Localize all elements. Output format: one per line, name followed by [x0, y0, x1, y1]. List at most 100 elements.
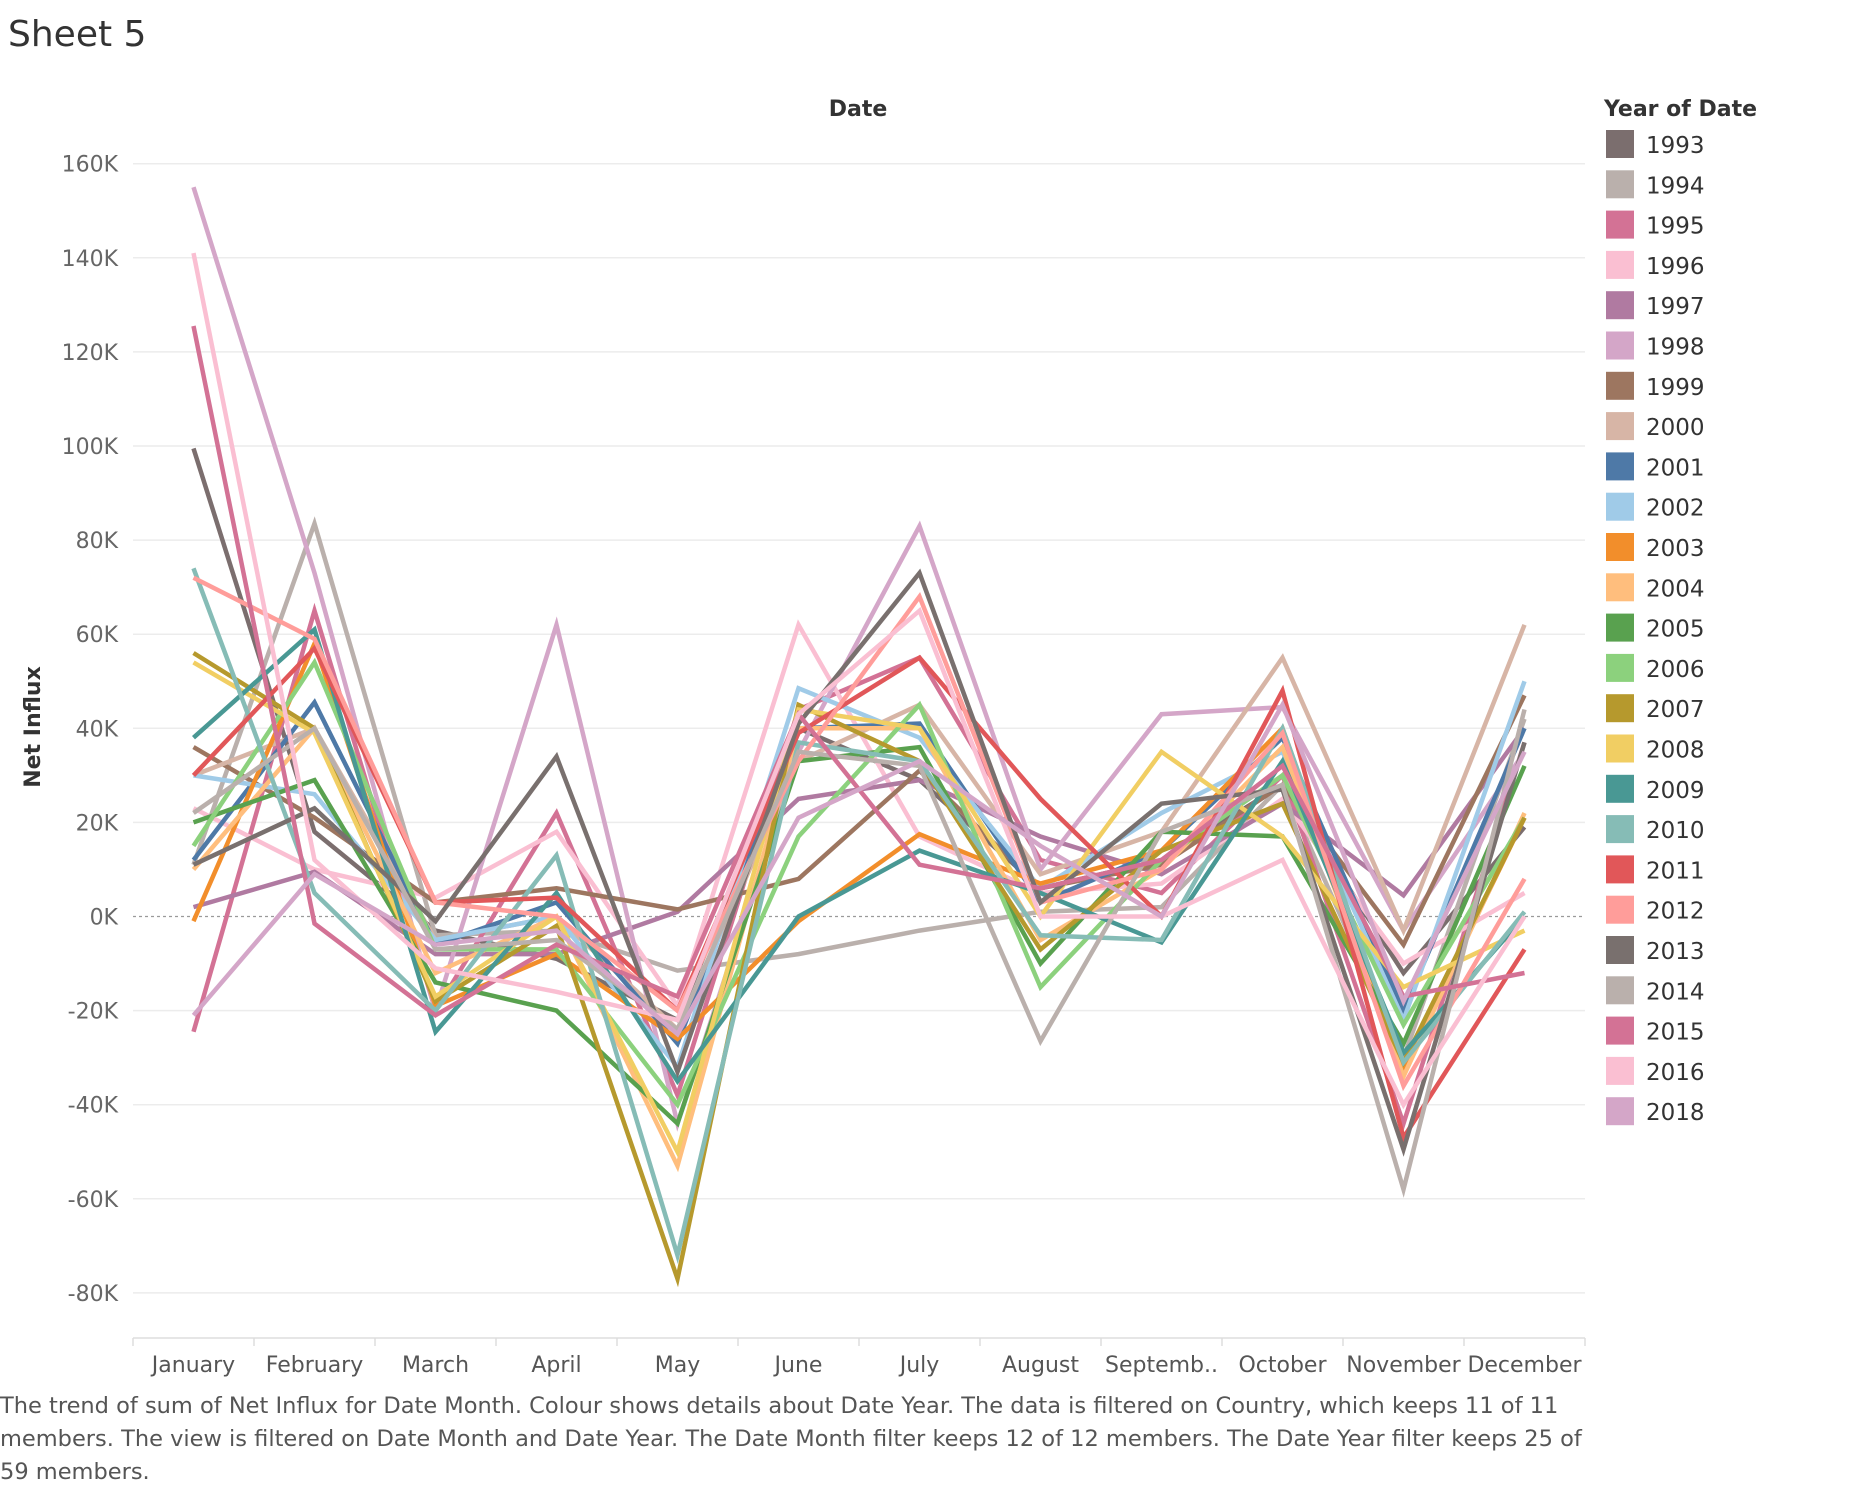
- legend-label: 2006: [1646, 657, 1705, 683]
- x-tick-label: December: [1467, 1353, 1582, 1378]
- legend-item-1997[interactable]: 1997: [1606, 291, 1705, 320]
- legend-swatch: [1606, 653, 1634, 682]
- series-line-2016[interactable]: [191, 252, 1527, 1110]
- legend-item-2013[interactable]: 2013: [1606, 936, 1705, 965]
- y-tick-label: 120K: [62, 341, 119, 366]
- legend-swatch: [1606, 1097, 1634, 1126]
- legend-item-2008[interactable]: 2008: [1606, 734, 1705, 764]
- legend-item-2003[interactable]: 2003: [1606, 533, 1705, 562]
- legend-swatch: [1606, 492, 1634, 521]
- legend-item-2000[interactable]: 2000: [1606, 412, 1705, 441]
- legend-item-2016[interactable]: 2016: [1606, 1056, 1705, 1086]
- legend-label: 2008: [1646, 738, 1705, 764]
- x-tick-label: February: [266, 1353, 364, 1378]
- x-tick-label: June: [773, 1353, 823, 1378]
- legend-label: 2012: [1646, 899, 1705, 925]
- legend-item-2007[interactable]: 2007: [1606, 694, 1705, 723]
- legend-swatch: [1606, 250, 1634, 279]
- legend-swatch: [1606, 291, 1634, 320]
- series-line-1998[interactable]: [191, 186, 1527, 1132]
- x-tick-label: August: [1002, 1353, 1079, 1378]
- legend-item-2005[interactable]: 2005: [1606, 613, 1705, 643]
- legend-label: 2014: [1646, 979, 1705, 1005]
- legend-item-2004[interactable]: 2004: [1606, 573, 1705, 602]
- x-tick-label: March: [402, 1353, 469, 1378]
- series-line-2014[interactable]: [192, 708, 1527, 1198]
- legend-title: Year of Date: [1603, 97, 1757, 122]
- legend-swatch: [1606, 734, 1634, 763]
- legend-swatch: [1606, 331, 1634, 360]
- legend-item-2014[interactable]: 2014: [1606, 976, 1705, 1005]
- series-line-2018[interactable]: [191, 699, 1527, 1038]
- legend-swatch: [1606, 855, 1634, 884]
- legend-item-1994[interactable]: 1994: [1606, 170, 1705, 199]
- legend-swatch: [1606, 1016, 1634, 1045]
- legend-item-2001[interactable]: 2001: [1606, 452, 1705, 481]
- x-tick-label: April: [531, 1353, 581, 1378]
- legend-item-1993[interactable]: 1993: [1606, 130, 1705, 159]
- legend-label: 1993: [1646, 133, 1705, 159]
- legend-label: 2007: [1646, 697, 1705, 723]
- legend-label: 2003: [1646, 536, 1705, 562]
- legend-item-1999[interactable]: 1999: [1606, 371, 1705, 401]
- legend-label: 1998: [1646, 335, 1705, 361]
- y-axis-title: Net Influx: [21, 666, 46, 788]
- y-tick-label: 40K: [76, 717, 119, 742]
- legend-swatch: [1606, 774, 1634, 803]
- y-tick-label: -80K: [68, 1282, 119, 1307]
- legend-label: 2009: [1646, 778, 1705, 804]
- legend-swatch: [1606, 694, 1634, 723]
- y-tick-label: 100K: [62, 435, 119, 460]
- legend-label: 2016: [1646, 1060, 1705, 1086]
- legend-label: 2018: [1646, 1100, 1705, 1126]
- legend-swatch: [1606, 815, 1634, 844]
- chart-caption: The trend of sum of Net Influx for Date …: [0, 1393, 1582, 1485]
- line-chart: Date Net Influx 160K 140K 120K 100K 80K 60K 40…: [21, 97, 1757, 1378]
- legend-label: 1997: [1646, 294, 1705, 320]
- x-axis: January February March April May June July Augu…: [132, 1337, 1586, 1378]
- x-tick-label: October: [1238, 1353, 1327, 1378]
- sheet-title: Sheet 5: [8, 14, 147, 55]
- legend-item-1996[interactable]: 1996: [1606, 250, 1705, 280]
- y-tick-label: 160K: [62, 153, 119, 178]
- column-header: Date: [829, 97, 888, 122]
- legend-swatch: [1606, 1056, 1634, 1085]
- legend-item-1995[interactable]: 1995: [1606, 210, 1705, 240]
- legend-label: 2001: [1646, 455, 1705, 481]
- legend-item-1998[interactable]: 1998: [1606, 331, 1705, 361]
- legend-item-2002[interactable]: 2002: [1606, 492, 1705, 522]
- legend-swatch: [1606, 936, 1634, 964]
- x-tick-label: May: [655, 1353, 700, 1378]
- legend-label: 2013: [1646, 939, 1705, 965]
- y-tick-label: 80K: [76, 529, 119, 554]
- legend-label: 2000: [1646, 415, 1705, 441]
- y-tick-label: 20K: [76, 811, 119, 836]
- legend-label: 2004: [1646, 576, 1705, 602]
- x-tick-label: November: [1346, 1353, 1461, 1378]
- y-tick-label: -20K: [68, 1000, 119, 1025]
- y-tick-label: 140K: [62, 247, 119, 272]
- series-line-2010[interactable]: [191, 567, 1527, 1264]
- legend-swatch: [1606, 613, 1634, 642]
- legend-item-2012[interactable]: 2012: [1606, 895, 1705, 925]
- legend-item-2006[interactable]: 2006: [1606, 653, 1705, 683]
- legend-swatch: [1606, 976, 1634, 1005]
- legend-swatch: [1606, 412, 1634, 441]
- legend: Year of Date 1993 1994 1995 1996 1997 1998 199…: [1603, 97, 1757, 1126]
- legend-swatch: [1606, 371, 1634, 400]
- series-line-2012[interactable]: [192, 575, 1527, 1092]
- legend-item-2018[interactable]: 2018: [1606, 1097, 1705, 1126]
- series-line-2009[interactable]: [192, 625, 1527, 1086]
- legend-item-2009[interactable]: 2009: [1606, 774, 1705, 804]
- legend-item-2015[interactable]: 2015: [1606, 1016, 1705, 1046]
- legend-swatch: [1606, 452, 1634, 481]
- legend-item-2010[interactable]: 2010: [1606, 815, 1705, 844]
- legend-label: 2011: [1646, 858, 1705, 884]
- series-line-2007[interactable]: [192, 651, 1527, 1288]
- legend-item-2011[interactable]: 2011: [1606, 855, 1705, 884]
- x-tick-label: July: [898, 1353, 940, 1378]
- legend-swatch: [1606, 573, 1634, 602]
- legend-swatch: [1606, 170, 1634, 199]
- series-lines: [191, 186, 1527, 1288]
- legend-label: 1999: [1646, 375, 1705, 401]
